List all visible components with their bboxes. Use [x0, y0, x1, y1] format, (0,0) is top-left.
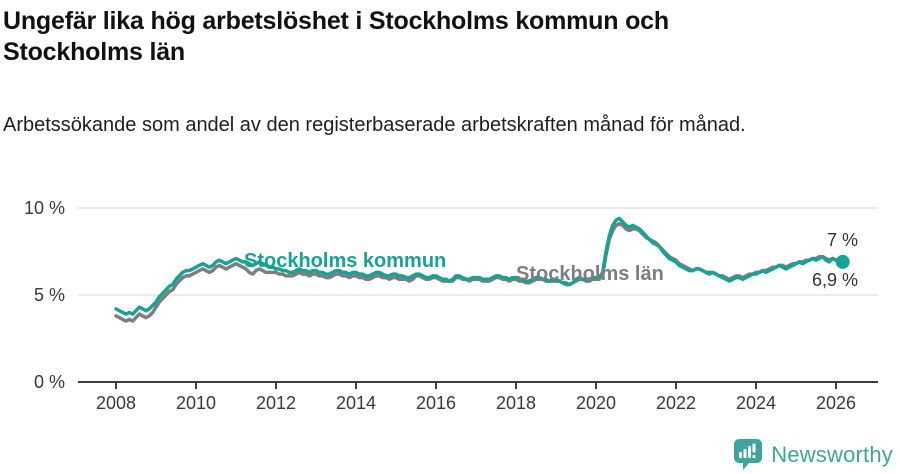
y-tick-label: 10 % [24, 198, 65, 218]
y-tick-label: 5 % [34, 285, 65, 305]
end-value-label-lan: 7 % [827, 230, 859, 250]
series-label-stockholms-lan: Stockholms län [516, 263, 664, 285]
bar-chart-badge-icon [734, 439, 763, 470]
newsworthy-logo[interactable]: Newsworthy [733, 438, 893, 471]
series-line [114, 216, 845, 316]
x-tick-label: 2026 [816, 393, 856, 413]
series-end-dot [835, 254, 850, 269]
x-tick-label: 2022 [656, 393, 696, 413]
x-tick-label: 2016 [416, 393, 456, 413]
end-value-label-kommun: 6,9 % [812, 270, 859, 290]
newsworthy-wordmark: Newsworthy [771, 441, 893, 467]
chart-subtitle: Arbetssökande som andel av den registerb… [3, 114, 746, 136]
x-tick-label: 2008 [96, 393, 136, 413]
x-tick-label: 2010 [176, 393, 216, 413]
page-title: Ungefär lika hög arbetslöshet i Stockhol… [3, 7, 669, 66]
x-tick-label: 2012 [256, 393, 296, 413]
series-label-stockholms-kommun: Stockholms kommun [244, 250, 447, 272]
x-tick-label: 2018 [496, 393, 536, 413]
y-tick-label: 0 % [34, 372, 65, 392]
x-tick-label: 2014 [336, 393, 376, 413]
x-tick-label: 2024 [736, 393, 776, 413]
series-line [114, 221, 845, 323]
x-tick-label: 2020 [576, 393, 616, 413]
